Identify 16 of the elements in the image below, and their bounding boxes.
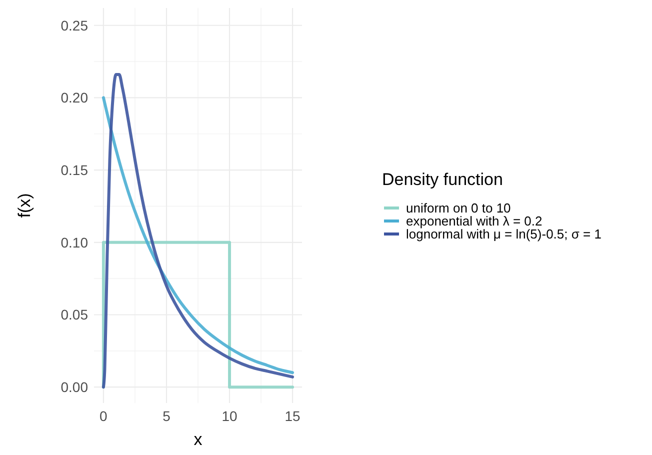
y-tick-label: 0.05 [60, 306, 88, 323]
y-axis-title: f(x) [15, 193, 34, 218]
y-tick-label: 0.15 [60, 162, 88, 178]
y-tick-label: 0.00 [60, 378, 88, 395]
x-tick-label: 15 [284, 408, 301, 424]
y-tick-label: 0.10 [60, 234, 88, 250]
x-tick-label: 5 [162, 408, 171, 424]
x-tick-label: 10 [222, 408, 238, 424]
legend-label: exponential with λ = 0.2 [406, 214, 542, 229]
x-axis-title: x [194, 430, 203, 449]
legend-label: lognormal with μ = ln(5)-0.5; σ = 1 [406, 226, 602, 242]
legend-label: uniform on 0 to 10 [406, 200, 511, 216]
x-tick-label: 0 [100, 408, 108, 424]
y-tick-label: 0.20 [60, 90, 88, 106]
y-tick-label: 0.25 [60, 17, 88, 34]
legend-title: Density function [382, 170, 503, 189]
